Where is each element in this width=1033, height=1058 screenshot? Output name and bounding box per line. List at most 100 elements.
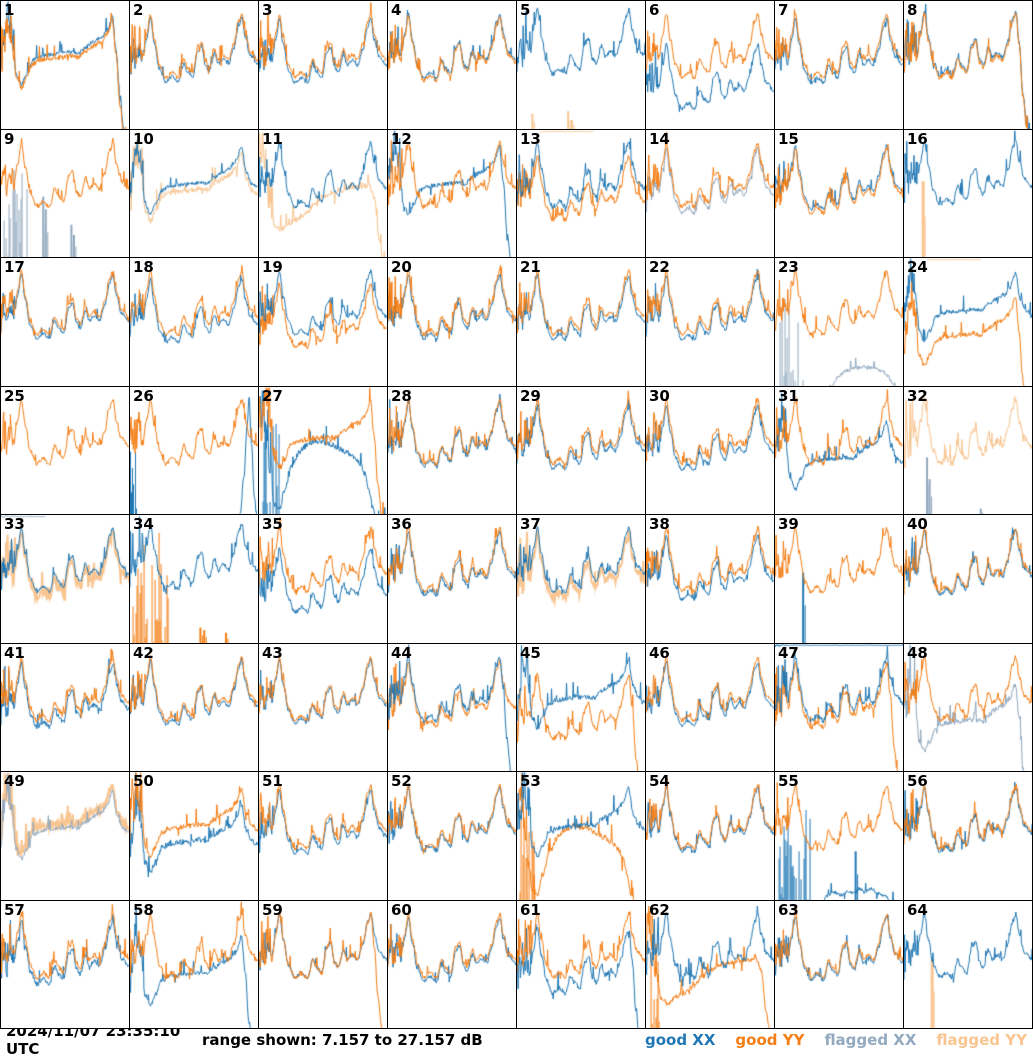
spectrum-canvas xyxy=(517,515,645,643)
spectrum-panel-5[interactable]: 5 xyxy=(517,1,646,130)
spectrum-panel-19[interactable]: 19 xyxy=(259,258,388,387)
panel-number: 20 xyxy=(391,258,412,276)
spectrum-panel-17[interactable]: 17 xyxy=(1,258,130,387)
spectrum-panel-8[interactable]: 8 xyxy=(904,1,1033,130)
panel-number: 6 xyxy=(649,1,660,19)
spectrum-panel-37[interactable]: 37 xyxy=(517,515,646,644)
spectrum-panel-34[interactable]: 34 xyxy=(130,515,259,644)
spectrum-panel-9[interactable]: 9 xyxy=(1,129,130,258)
spectrum-canvas xyxy=(517,1,645,129)
spectrum-panel-11[interactable]: 11 xyxy=(259,129,388,258)
spectrum-panel-13[interactable]: 13 xyxy=(517,129,646,258)
spectrum-canvas xyxy=(259,643,387,772)
spectrum-panel-10[interactable]: 10 xyxy=(130,129,259,258)
spectrum-panel-53[interactable]: 53 xyxy=(517,772,646,901)
panel-number: 14 xyxy=(649,129,670,148)
spectrum-panel-58[interactable]: 58 xyxy=(130,900,259,1029)
panel-number: 31 xyxy=(778,386,799,405)
spectrum-panel-29[interactable]: 29 xyxy=(517,386,646,515)
spectrum-panel-48[interactable]: 48 xyxy=(904,643,1033,772)
spectrum-canvas xyxy=(646,386,774,515)
spectrum-panel-59[interactable]: 59 xyxy=(259,900,388,1029)
spectrum-canvas xyxy=(1,772,129,900)
spectrum-panel-31[interactable]: 31 xyxy=(775,386,904,515)
spectrum-canvas xyxy=(1,129,129,258)
spectrum-panel-47[interactable]: 47 xyxy=(775,643,904,772)
spectrum-panel-2[interactable]: 2 xyxy=(130,1,259,130)
spectrum-panel-40[interactable]: 40 xyxy=(904,515,1033,644)
spectrum-canvas xyxy=(775,900,903,1029)
spectrum-panel-35[interactable]: 35 xyxy=(259,515,388,644)
panel-number: 37 xyxy=(520,515,541,533)
spectrum-panel-26[interactable]: 26 xyxy=(130,386,259,515)
spectrum-panel-18[interactable]: 18 xyxy=(130,258,259,387)
spectrum-canvas xyxy=(130,772,258,900)
spectrum-panel-42[interactable]: 42 xyxy=(130,643,259,772)
spectrum-canvas xyxy=(1,1,129,129)
spectrum-panel-21[interactable]: 21 xyxy=(517,258,646,387)
spectrum-panel-54[interactable]: 54 xyxy=(646,772,775,901)
panel-number: 30 xyxy=(649,386,670,405)
spectrum-panel-36[interactable]: 36 xyxy=(388,515,517,644)
spectrum-panel-50[interactable]: 50 xyxy=(130,772,259,901)
spectrum-panel-6[interactable]: 6 xyxy=(646,1,775,130)
spectrum-panel-4[interactable]: 4 xyxy=(388,1,517,130)
spectrum-panel-52[interactable]: 52 xyxy=(388,772,517,901)
spectrum-canvas xyxy=(775,258,903,386)
spectrum-panel-7[interactable]: 7 xyxy=(775,1,904,130)
spectrum-panel-32[interactable]: 32 xyxy=(904,386,1033,515)
panel-number: 15 xyxy=(778,129,799,148)
spectrum-panel-30[interactable]: 30 xyxy=(646,386,775,515)
panel-number: 2 xyxy=(133,1,144,19)
range-label: range shown: 7.157 to 27.157 dB xyxy=(202,1031,483,1049)
panel-number: 28 xyxy=(391,386,412,405)
spectrum-panel-43[interactable]: 43 xyxy=(259,643,388,772)
spectrum-panel-61[interactable]: 61 xyxy=(517,900,646,1029)
spectrum-panel-44[interactable]: 44 xyxy=(388,643,517,772)
spectrum-panel-55[interactable]: 55 xyxy=(775,772,904,901)
panel-number: 64 xyxy=(907,900,928,919)
spectrum-panel-38[interactable]: 38 xyxy=(646,515,775,644)
spectrum-panel-20[interactable]: 20 xyxy=(388,258,517,387)
spectrum-panel-41[interactable]: 41 xyxy=(1,643,130,772)
legend-flaggedYY: flagged YY xyxy=(936,1031,1027,1049)
spectrum-panel-49[interactable]: 49 xyxy=(1,772,130,901)
spectrum-panel-15[interactable]: 15 xyxy=(775,129,904,258)
spectrum-panel-62[interactable]: 62 xyxy=(646,900,775,1029)
spectrum-panel-16[interactable]: 16 xyxy=(904,129,1033,258)
spectrum-panel-64[interactable]: 64 xyxy=(904,900,1033,1029)
spectrum-panel-28[interactable]: 28 xyxy=(388,386,517,515)
panel-number: 47 xyxy=(778,643,799,662)
spectrum-canvas xyxy=(517,129,645,258)
panel-number: 10 xyxy=(133,129,154,148)
spectrum-panel-3[interactable]: 3 xyxy=(259,1,388,130)
spectrum-panel-63[interactable]: 63 xyxy=(775,900,904,1029)
spectrum-panel-45[interactable]: 45 xyxy=(517,643,646,772)
panel-number: 27 xyxy=(262,386,283,405)
panel-number: 45 xyxy=(520,643,541,662)
spectrum-panel-27[interactable]: 27 xyxy=(259,386,388,515)
spectrum-panel-60[interactable]: 60 xyxy=(388,900,517,1029)
spectrum-canvas xyxy=(904,129,1032,258)
spectrum-panel-1[interactable]: 1 xyxy=(1,1,130,130)
spectrum-canvas xyxy=(775,643,903,772)
spectrum-panel-25[interactable]: 25 xyxy=(1,386,130,515)
spectrum-panel-39[interactable]: 39 xyxy=(775,515,904,644)
spectrum-panel-24[interactable]: 24 xyxy=(904,258,1033,387)
spectrum-panel-46[interactable]: 46 xyxy=(646,643,775,772)
spectrum-panel-23[interactable]: 23 xyxy=(775,258,904,387)
panel-number: 54 xyxy=(649,772,670,790)
spectrum-panel-12[interactable]: 12 xyxy=(388,129,517,258)
panel-number: 50 xyxy=(133,772,154,790)
spectrum-panel-51[interactable]: 51 xyxy=(259,772,388,901)
spectrum-canvas xyxy=(130,129,258,258)
spectrum-canvas xyxy=(259,900,387,1029)
spectrum-panel-56[interactable]: 56 xyxy=(904,772,1033,901)
spectrum-panel-22[interactable]: 22 xyxy=(646,258,775,387)
spectrum-panel-57[interactable]: 57 xyxy=(1,900,130,1029)
panel-number: 38 xyxy=(649,515,670,533)
spectrum-canvas xyxy=(904,258,1032,386)
spectrum-panel-33[interactable]: 33 xyxy=(1,515,130,644)
spectrum-panel-14[interactable]: 14 xyxy=(646,129,775,258)
panel-number: 36 xyxy=(391,515,412,533)
